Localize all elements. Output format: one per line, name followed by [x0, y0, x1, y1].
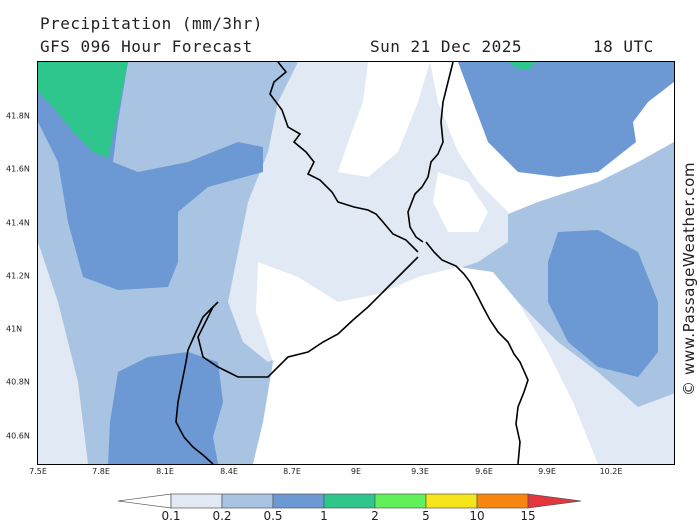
precipitation-map [37, 61, 675, 465]
coastline-south-island [425, 241, 529, 464]
x-tick-label: 9.6E [475, 467, 493, 476]
no-precip-area-north [338, 62, 430, 177]
colorbar-segment [374, 493, 427, 509]
precip-field-medium-sw [108, 352, 223, 464]
colorbar-segment [221, 493, 274, 509]
colorbar-label: 2 [371, 509, 379, 523]
colorbar-segment [272, 493, 325, 509]
map-canvas [38, 62, 674, 464]
x-tick-label: 9.9E [538, 467, 556, 476]
y-tick-label: 41.8N [6, 111, 30, 121]
no-precip-area-northeast [433, 172, 488, 232]
y-tick-label: 40.8N [6, 377, 30, 387]
precip-field-very-light-west [38, 242, 88, 464]
colorbar-label: 15 [520, 509, 536, 523]
x-tick-label: 9E [350, 467, 362, 476]
y-tick-label: 41.4N [6, 218, 30, 228]
colorbar-label: 10 [469, 509, 485, 523]
coastline-northeast [407, 62, 454, 243]
forecast-subtitle: GFS 096 Hour Forecast [40, 37, 253, 56]
colorbar-label: 0.2 [212, 509, 232, 523]
forecast-date: Sun 21 Dec 2025 [370, 37, 522, 56]
y-tick-label: 41.6N [6, 164, 30, 174]
y-tick-label: 41N [6, 324, 23, 334]
colorbar-segment [323, 493, 376, 509]
x-tick-label: 8.4E [220, 467, 238, 476]
colorbar-label: 1 [320, 509, 328, 523]
precip-field-green-nw [38, 62, 128, 158]
colorbar-label: 0.5 [263, 509, 283, 523]
colorbar-segment [527, 493, 582, 509]
y-tick-label: 40.6N [6, 431, 30, 441]
y-tick-label: 41.2N [6, 271, 30, 281]
colorbar-segment [118, 493, 172, 509]
colorbar-segment [425, 493, 478, 509]
precipitation-colorbar [118, 493, 582, 509]
colorbar-segment [170, 493, 223, 509]
forecast-time: 18 UTC [593, 37, 654, 56]
precip-field-medium-east [548, 230, 658, 377]
x-tick-label: 9.3E [411, 467, 429, 476]
coastline-south-inner [197, 256, 419, 378]
x-tick-label: 7.5E [29, 467, 47, 476]
source-credit: © www.PassageWeather.com [680, 161, 698, 396]
x-tick-label: 8.1E [156, 467, 174, 476]
x-tick-label: 10.2E [599, 467, 623, 476]
chart-title: Precipitation (mm/3hr) [40, 14, 263, 33]
x-tick-label: 7.8E [92, 467, 110, 476]
precip-field-medium-ne [458, 62, 674, 177]
x-tick-label: 8.7E [283, 467, 301, 476]
no-precip-area-center [253, 262, 598, 464]
colorbar-label: 0.1 [161, 509, 181, 523]
precip-field-green-north [508, 62, 535, 70]
colorbar-segment [476, 493, 529, 509]
coastline-north [269, 62, 419, 253]
coastline-southwest [175, 306, 214, 464]
colorbar-label: 5 [422, 509, 430, 523]
